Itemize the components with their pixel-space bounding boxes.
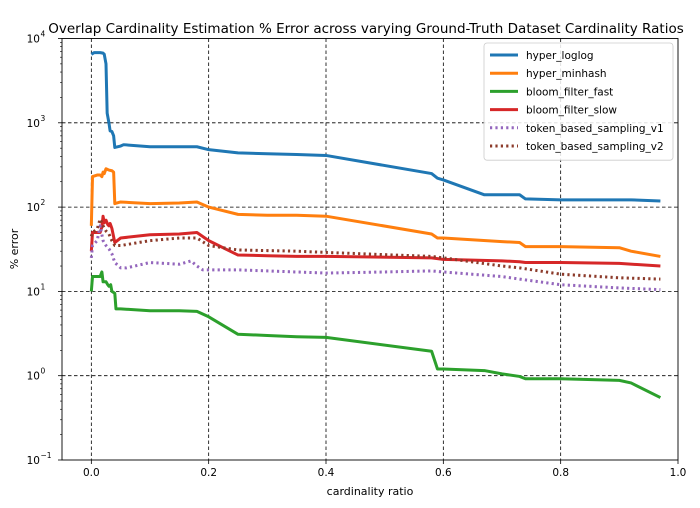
y-tick-label: 10: [27, 455, 40, 467]
x-tick-label: 0.8: [552, 467, 569, 479]
y-tick-exponent: 2: [41, 198, 46, 207]
series-line-hyper-loglog: [90, 51, 661, 203]
legend-label: hyper_loglog: [526, 50, 594, 62]
legend-box: [483, 42, 674, 161]
x-tick-label: 0.0: [83, 467, 100, 479]
x-axis-label: cardinality ratio: [327, 485, 414, 498]
y-tick-exponent: 4: [41, 30, 46, 39]
y-tick-base: 10: [27, 371, 40, 383]
y-tick-base: 10: [27, 202, 40, 214]
y-tick-label: 10: [27, 34, 40, 46]
y-tick-exponent: −1: [41, 451, 52, 460]
series-lines: [89, 51, 662, 399]
legend-label: hyper_minhash: [526, 68, 607, 80]
chart-title: Overlap Cardinality Estimation % Error a…: [48, 21, 684, 37]
y-tick-label: 10: [27, 286, 40, 298]
x-tick-label: 0.2: [200, 467, 217, 479]
legend-label: token_based_sampling_v1: [526, 123, 664, 135]
legend-label: bloom_filter_fast: [526, 86, 613, 98]
y-tick-base: 10: [27, 455, 40, 467]
y-tick-base: 10: [27, 118, 40, 130]
legend-label: token_based_sampling_v2: [526, 141, 664, 153]
y-tick-label: 10: [27, 118, 40, 130]
y-tick-exponent: 0: [41, 367, 46, 376]
legend: hyper_loglog hyper_minhash bloom_filter_fa…: [483, 42, 674, 161]
series-line-token-based-sampling-v2: [89, 217, 661, 281]
x-tick-label: 1.0: [670, 467, 687, 479]
legend-label: bloom_filter_slow: [526, 105, 617, 117]
y-tick-exponent: 1: [41, 282, 46, 291]
series-line-bloom-filter-slow: [89, 214, 661, 268]
y-axis-label: % error: [8, 228, 21, 269]
y-tick-exponent: 3: [41, 114, 46, 123]
series-line-hyper-minhash: [89, 167, 661, 258]
series-line-bloom-filter-fast: [89, 270, 662, 399]
x-tick-label: 0.4: [318, 467, 335, 479]
plot-frame: [61, 38, 679, 461]
y-tick-label: 10: [27, 371, 40, 383]
y-tick-base: 10: [27, 286, 40, 298]
y-tick-label: 10: [27, 202, 40, 214]
series-line-token-based-sampling-v1: [89, 224, 661, 292]
x-tick-label: 0.6: [435, 467, 452, 479]
y-tick-base: 10: [27, 34, 40, 46]
